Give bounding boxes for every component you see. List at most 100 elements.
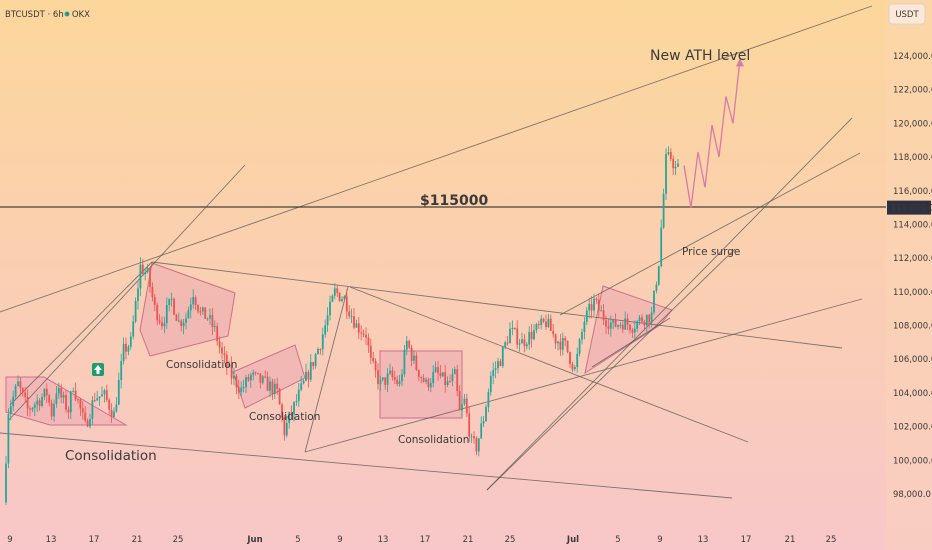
candle-body [266,376,269,391]
candle [492,362,495,384]
candle-body [461,404,463,411]
candle-body [384,377,387,385]
candle-body [336,288,339,293]
candle [257,372,259,375]
candle [501,345,504,369]
candle-body [362,333,365,335]
candle [139,257,142,297]
candle-body [590,304,593,311]
candle [261,374,264,385]
candle-body [518,343,521,345]
candle [645,314,648,334]
candle [480,416,483,440]
candle-body [645,314,648,326]
candle [89,413,91,429]
x-tick-label: 25 [173,535,184,545]
candle [110,403,113,423]
arrow-up-icon[interactable] [92,363,104,376]
candle-body [242,387,245,389]
candle [177,312,180,323]
candle [381,377,384,382]
candle-body [564,338,567,341]
candle [218,336,221,354]
x-tick-label: 21 [132,535,143,545]
trendline-5 [0,432,733,499]
x-tick-label: 9 [657,535,662,545]
candle [213,320,216,332]
candle-body [583,321,586,332]
candle-body [345,296,348,312]
candle [29,405,31,417]
symbol-label[interactable]: BTCUSDT · 6h · OKX [5,10,90,20]
candle-body [319,348,322,350]
price-axis[interactable]: 124,000.0 122,000.0 120,000.0 118,000.0 116,… [887,52,932,500]
candle-body [197,304,199,312]
candle-body [72,390,75,392]
x-tick-label: 13 [378,535,389,545]
candle [331,294,334,303]
candle-body [163,323,166,327]
x-tick-label: 21 [463,535,474,545]
candle-body [569,352,571,364]
candle [55,385,58,408]
candle-body [509,328,511,344]
candle [566,340,569,354]
candle-body [161,322,163,327]
candle-body [113,411,115,417]
candle-body [48,395,51,403]
candle [201,306,204,316]
candle [609,315,612,337]
candle-body [458,391,461,411]
candle-body [276,383,279,389]
candle-body [422,377,425,382]
candle [276,377,279,395]
candle [53,399,55,422]
candle-body [278,388,281,405]
candle [84,405,87,423]
candle-body [134,301,137,322]
currency-badge[interactable]: USDT [888,3,926,25]
candle [65,390,67,413]
candle-body [307,371,310,380]
candle-body [667,152,670,155]
candle-body [187,310,190,319]
last-price-tag[interactable]: 115,000.0 [887,200,932,215]
candle [463,393,466,406]
candle-body [317,348,319,355]
candle [14,383,17,400]
candle [264,370,267,379]
candle [321,327,324,356]
y-tick-label: 116,000.0 [893,187,932,197]
candle [355,319,358,328]
candle-body [261,376,264,383]
candle-body [245,377,247,388]
candle [19,377,22,396]
candle-body [446,381,449,386]
candle [72,387,75,393]
candle-body [573,366,576,370]
candle-body [552,330,555,335]
x-tick-label: 17 [420,535,431,545]
candle [458,385,461,411]
x-tick-label: 13 [46,535,57,545]
candle-body [576,353,579,367]
candle-body [165,304,168,324]
candle-body [89,419,91,427]
candle [278,387,281,405]
candle-body [386,373,389,385]
candle [583,317,586,340]
candle-body [62,395,65,398]
candle [403,344,406,377]
candle-body [410,347,413,361]
candle [343,295,346,300]
candle-body [189,304,192,311]
candle-body [381,377,384,380]
candle [554,333,557,349]
candle [96,390,99,402]
candle-body [554,334,557,344]
candle-body [81,408,84,413]
candle [528,326,531,350]
candle-body [105,390,108,400]
time-axis[interactable]: 9 13 17 21 25 Jun 5 9 13 17 21 25 Jul 5 9 13 17 21 25 [7,535,836,545]
candle [117,372,120,406]
